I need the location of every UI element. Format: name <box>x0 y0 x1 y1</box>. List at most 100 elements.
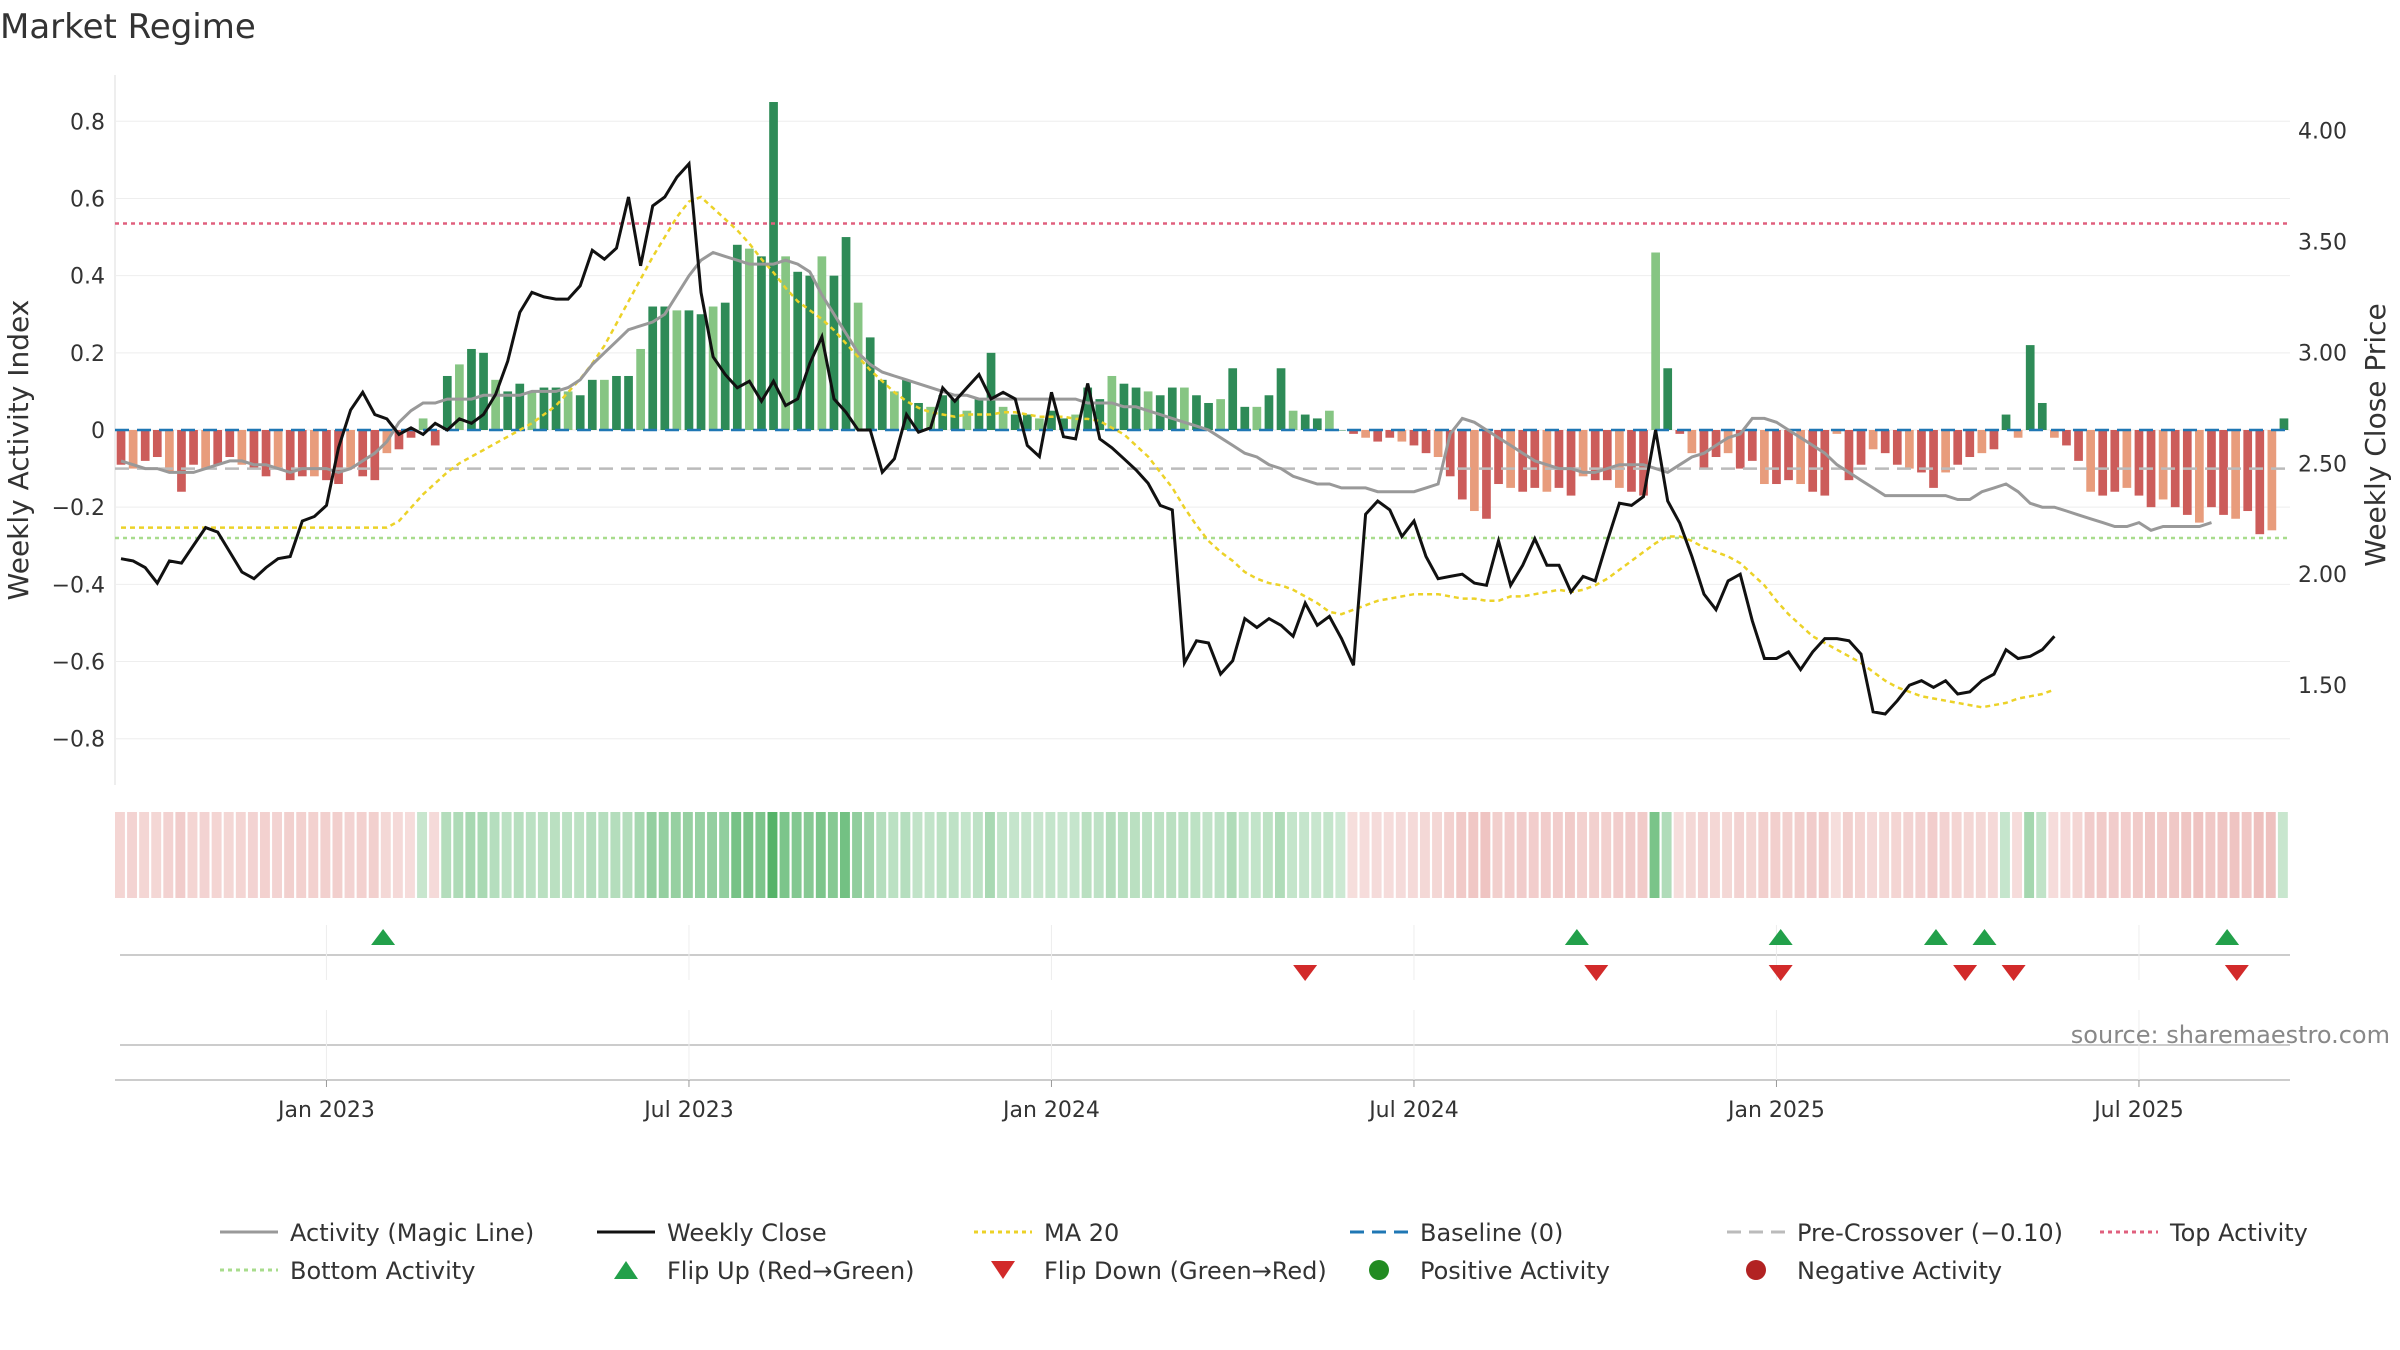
regime-strip-cell <box>1987 812 1998 898</box>
activity-bar <box>962 410 972 430</box>
activity-bar <box>1905 430 1914 469</box>
legend-label: Top Activity <box>2169 1219 2308 1247</box>
activity-bar <box>1204 402 1213 430</box>
activity-bar <box>2182 430 2192 515</box>
regime-strip-cell <box>2229 812 2240 898</box>
regime-strip-cell <box>513 812 524 898</box>
regime-strip-cell <box>501 812 512 898</box>
y-tick-label: 0.4 <box>70 265 105 290</box>
regime-strip-cell <box>2060 812 2071 898</box>
regime-strip-cell <box>1202 812 1213 898</box>
regime-strip-cell <box>634 812 645 898</box>
activity-bar <box>2267 430 2277 531</box>
flip-up-marker <box>1564 929 1589 945</box>
regime-strip-cell <box>223 812 234 898</box>
regime-strip-cell <box>1710 812 1720 898</box>
x-tick-label: Jul 2025 <box>2092 1098 2184 1123</box>
regime-strip-cell <box>2181 812 2192 898</box>
regime-strip-cell <box>1359 812 1370 898</box>
activity-bar <box>1687 430 1697 454</box>
regime-strip-cell <box>1794 812 1805 898</box>
regime-strip-cell <box>1697 812 1708 898</box>
activity-bar <box>1361 430 1370 438</box>
activity-bar <box>829 275 839 430</box>
regime-strip-cell <box>2132 812 2143 898</box>
y-axis-label: Weekly Activity Index <box>2 300 35 601</box>
regime-strip-cell <box>1722 812 1732 898</box>
regime-strip-cell <box>1975 812 1986 898</box>
activity-bar <box>684 310 694 430</box>
activity-bar <box>358 430 368 477</box>
regime-strip-cell <box>791 812 802 898</box>
activity-bar <box>1989 430 1999 450</box>
y2-tick-label: 2.00 <box>2298 563 2347 588</box>
y2-axis-label: Weekly Close Price <box>2359 303 2392 566</box>
regime-strip-cell <box>598 812 609 898</box>
regime-strip-cell <box>1673 812 1684 898</box>
activity-bar <box>237 430 247 465</box>
regime-strip-cell <box>525 812 536 898</box>
activity-bar <box>1397 430 1407 442</box>
regime-strip-cell <box>1891 812 1902 898</box>
regime-strip-cell <box>2145 812 2155 898</box>
regime-strip-cell <box>1250 812 1261 898</box>
regime-strip-cell <box>1226 812 1237 898</box>
regime-strip-cell <box>586 812 597 898</box>
activity-bar <box>1977 430 1987 454</box>
activity-bar <box>2086 430 2095 492</box>
y-tick-label: 0.8 <box>70 110 105 135</box>
regime-strip-cell <box>2241 812 2252 898</box>
activity-bar <box>285 430 295 481</box>
activity-bar <box>1228 368 1238 430</box>
regime-strip-cell <box>405 812 415 898</box>
x-tick-label: Jul 2023 <box>642 1098 734 1123</box>
regime-strip-cell <box>1842 812 1853 898</box>
activity-bar <box>128 430 138 469</box>
activity-bar <box>165 430 174 473</box>
regime-strip-cell <box>1565 812 1575 898</box>
activity-bar <box>1615 430 1624 488</box>
regime-strip-cell <box>1335 812 1346 898</box>
regime-strip-cell <box>1045 812 1056 898</box>
regime-strip-cell <box>1540 812 1551 898</box>
activity-bar <box>2255 430 2265 535</box>
regime-strip-cell <box>852 812 862 898</box>
regime-strip-cell <box>815 812 826 898</box>
legend-label: Positive Activity <box>1420 1257 1610 1285</box>
regime-strip-cell <box>960 812 971 898</box>
regime-strip-cell <box>429 812 440 898</box>
activity-bar <box>575 395 585 430</box>
regime-strip-cell <box>803 812 814 898</box>
regime-strip-cell <box>1528 812 1539 898</box>
regime-strip-cell <box>1275 812 1285 898</box>
regime-strip-cell <box>163 812 174 898</box>
regime-strip-cell <box>115 812 125 898</box>
regime-strip-cell <box>235 812 246 898</box>
activity-bar <box>2170 430 2180 508</box>
regime-strip-cell <box>441 812 452 898</box>
activity-bar <box>636 348 645 430</box>
activity-bar <box>1180 387 1189 430</box>
activity-bar <box>1349 430 1358 434</box>
legend-label: Pre-Crossover (−0.10) <box>1797 1219 2063 1247</box>
main-plot-area: −0.8 −0.6 −0.4 −0.2 0 0.2 0.4 0.6 0.8 1.50 2.00 2.5… <box>52 75 2347 785</box>
flip-up-marker <box>1923 929 1948 945</box>
x-tick-label: Jul 2024 <box>1367 1098 1459 1123</box>
regime-strip-cell <box>1154 812 1165 898</box>
flip-up-marker <box>1972 929 1997 945</box>
legend-label: Weekly Close <box>667 1219 827 1247</box>
regime-strip-cell <box>260 812 270 898</box>
regime-strip-cell <box>1287 812 1297 898</box>
activity-bar <box>1433 430 1443 458</box>
legend-label: Activity (Magic Line) <box>290 1219 534 1247</box>
regime-strip-cell <box>1879 812 1890 898</box>
activity-bar <box>273 430 283 469</box>
regime-strip-cell <box>2157 812 2167 898</box>
activity-bar <box>1929 430 1938 488</box>
x-tick-label: Jan 2023 <box>276 1098 375 1123</box>
regime-strip-cell <box>755 812 766 898</box>
regime-strip-cell <box>2265 812 2276 898</box>
legend: Activity (Magic Line) Weekly Close MA 20 Ba… <box>220 1219 2308 1285</box>
regime-strip-cell <box>356 812 367 898</box>
activity-bar <box>1747 430 1757 461</box>
